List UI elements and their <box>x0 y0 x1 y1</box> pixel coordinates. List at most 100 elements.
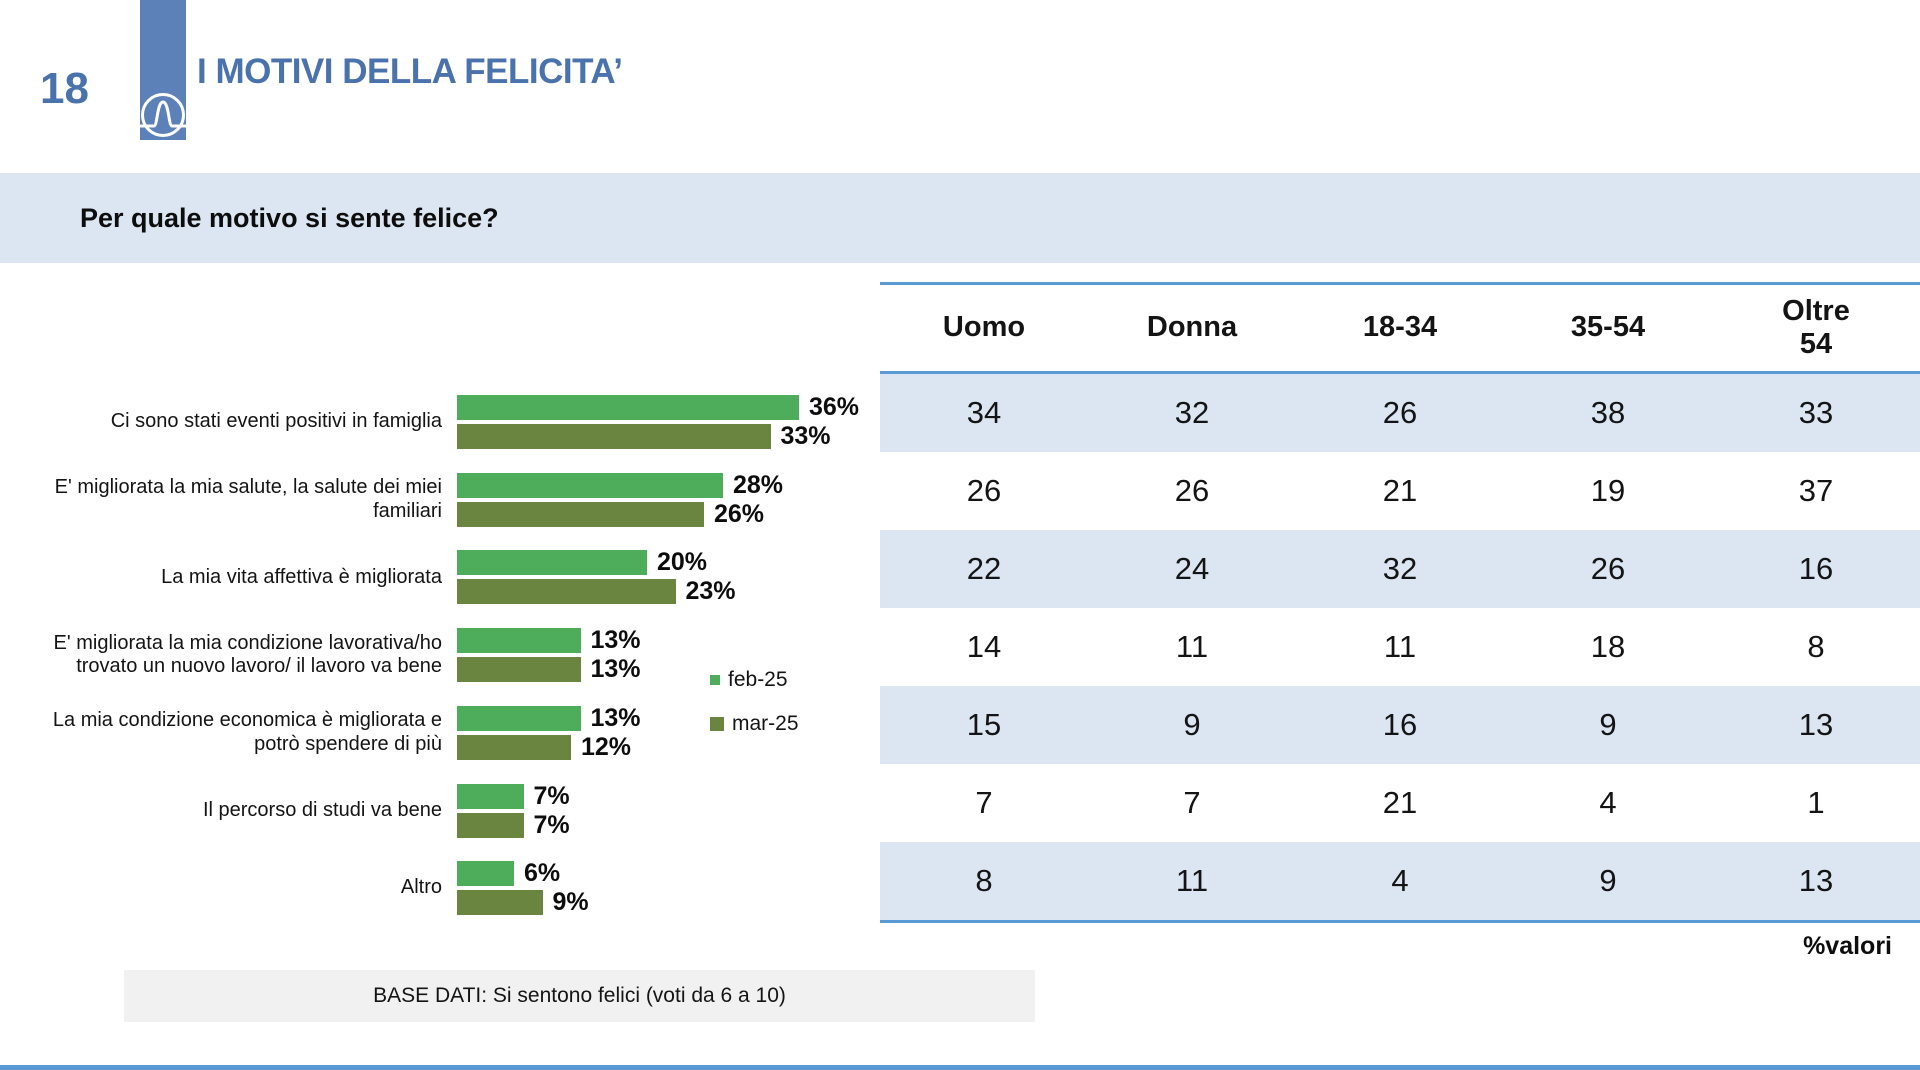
mar-25-bar <box>457 424 771 449</box>
table-cell: 4 <box>1599 785 1617 820</box>
percent-values-note: %valori <box>1803 932 1892 960</box>
table-cell: 9 <box>1183 707 1201 742</box>
bar-value-label: 26% <box>714 499 765 528</box>
bar-value-label: 20% <box>657 548 708 577</box>
feb-25-bar <box>457 783 524 809</box>
bar-value-label: 9% <box>552 888 589 917</box>
table-cell: 38 <box>1590 395 1626 430</box>
category-label: Altro <box>400 876 442 899</box>
chart-row: E' migliorata la mia salute, la salute d… <box>0 463 880 533</box>
legend-item-feb-25: feb-25 <box>710 668 799 692</box>
bottom-border-line <box>0 1065 1920 1070</box>
feb-25-bar <box>457 705 581 731</box>
legend-label: mar-25 <box>732 712 799 735</box>
column-header: 18-34 <box>1296 285 1504 371</box>
bar-value-label: 6% <box>524 859 561 888</box>
category-label: Ci sono stati eventi positivi in famigli… <box>110 410 442 433</box>
table-cell: 18 <box>1590 629 1626 664</box>
table-cell: 7 <box>975 785 993 820</box>
table-cell: 21 <box>1382 785 1418 820</box>
page-number: 18 <box>40 64 89 113</box>
category-label: Il percorso di studi va bene <box>202 798 442 821</box>
table-cell: 26 <box>1590 551 1626 586</box>
chart-row: La mia vita affettiva è migliorata 20% 23% <box>0 540 880 610</box>
chart-row: E' migliorata la mia condizione lavorati… <box>0 618 880 688</box>
table-row: 14 11 11 18 8 <box>880 608 1920 686</box>
table-row: 26 26 21 19 37 <box>880 452 1920 530</box>
bar-value-label: 13% <box>590 703 641 732</box>
table-cell: 32 <box>1174 395 1210 430</box>
mar-25-bar <box>457 501 704 527</box>
mar-25-bar <box>457 657 581 683</box>
table-cell: 33 <box>1798 395 1834 430</box>
table-cell: 16 <box>1798 551 1834 586</box>
bar-value-label: 13% <box>590 655 641 684</box>
category-label: La mia condizione economica è migliorata… <box>52 709 442 755</box>
bar-value-label: 33% <box>780 422 831 450</box>
table-cell: 22 <box>966 551 1002 586</box>
table-cell: 13 <box>1798 707 1834 742</box>
table-cell: 8 <box>1807 629 1825 664</box>
category-label: E' migliorata la mia salute, la salute d… <box>54 476 442 522</box>
bar-value-label: 7% <box>533 810 570 839</box>
table-cell: 7 <box>1183 785 1201 820</box>
table-bottom-border <box>880 920 1920 923</box>
chart-row: Il percorso di studi va bene 7% 7% <box>0 774 880 844</box>
table-row: 15 9 16 9 13 <box>880 686 1920 764</box>
feb-25-bar <box>457 550 647 576</box>
table-cell: 8 <box>975 863 993 898</box>
table-row: 22 24 32 26 16 <box>880 530 1920 608</box>
category-label: La mia vita affettiva è migliorata <box>161 565 442 588</box>
bar-value-label: 23% <box>685 577 736 606</box>
column-header: Uomo <box>880 285 1088 371</box>
table-cell: 26 <box>966 473 1002 508</box>
table-cell: 21 <box>1382 473 1418 508</box>
table-cell: 14 <box>966 629 1002 664</box>
mar-25-bar <box>457 579 676 605</box>
table-cell: 19 <box>1590 473 1626 508</box>
logo-bar <box>140 0 186 140</box>
column-header-text: 35-54 <box>1570 311 1646 344</box>
feb-25-bar <box>457 395 799 420</box>
base-dati-strip: BASE DATI: Si sentono felici (voti da 6 … <box>124 970 1035 1022</box>
mar-25-bar <box>457 812 524 838</box>
bar-value-label: 36% <box>809 393 860 421</box>
column-header-text: 18-34 <box>1362 311 1438 344</box>
table-cell: 11 <box>1383 629 1417 664</box>
table-top-border <box>880 282 1920 285</box>
table-cell: 26 <box>1174 473 1210 508</box>
mar-25-bar <box>457 890 543 916</box>
table-row: 34 32 26 38 33 <box>880 374 1920 452</box>
mar-25-swatch-icon <box>710 717 724 731</box>
table-cell: 15 <box>966 707 1002 742</box>
bar-chart: Ci sono stati eventi positivi in famigli… <box>0 385 880 937</box>
table-header-row: Uomo Donna 18-34 35-54 Oltre 54 <box>880 285 1920 371</box>
table-cell: 26 <box>1382 395 1418 430</box>
table-header-border <box>880 371 1920 374</box>
feb-25-swatch-icon <box>710 675 720 685</box>
legend-item-mar-25: mar-25 <box>710 712 799 736</box>
logo-icon <box>140 93 186 137</box>
chart-legend: feb-25 mar-25 <box>710 668 799 756</box>
column-header: 35-54 <box>1504 285 1712 371</box>
table-row: 8 11 4 9 13 <box>880 842 1920 920</box>
feb-25-bar <box>457 628 581 654</box>
question-text: Per quale motivo si sente felice? <box>80 202 499 233</box>
category-label: E' migliorata la mia condizione lavorati… <box>53 631 442 678</box>
table-row: 7 7 21 4 1 <box>880 764 1920 842</box>
table-cell: 11 <box>1175 629 1209 664</box>
demographics-table: Uomo Donna 18-34 35-54 Oltre 54 34 32 26 38 33 26 2… <box>880 282 1920 923</box>
column-header: Oltre 54 <box>1712 285 1920 371</box>
table-cell: 16 <box>1382 707 1418 742</box>
column-header: Donna <box>1088 285 1296 371</box>
bar-value-label: 12% <box>581 732 632 761</box>
chart-row: Ci sono stati eventi positivi in famigli… <box>0 385 880 455</box>
bar-value-label: 13% <box>590 626 641 655</box>
table-cell: 9 <box>1599 863 1617 898</box>
feb-25-bar <box>457 861 514 887</box>
table-cell: 4 <box>1391 863 1409 898</box>
column-header-text: Donna <box>1146 311 1238 344</box>
table-cell: 37 <box>1798 473 1834 508</box>
question-bar: Per quale motivo si sente felice? <box>0 173 1920 263</box>
